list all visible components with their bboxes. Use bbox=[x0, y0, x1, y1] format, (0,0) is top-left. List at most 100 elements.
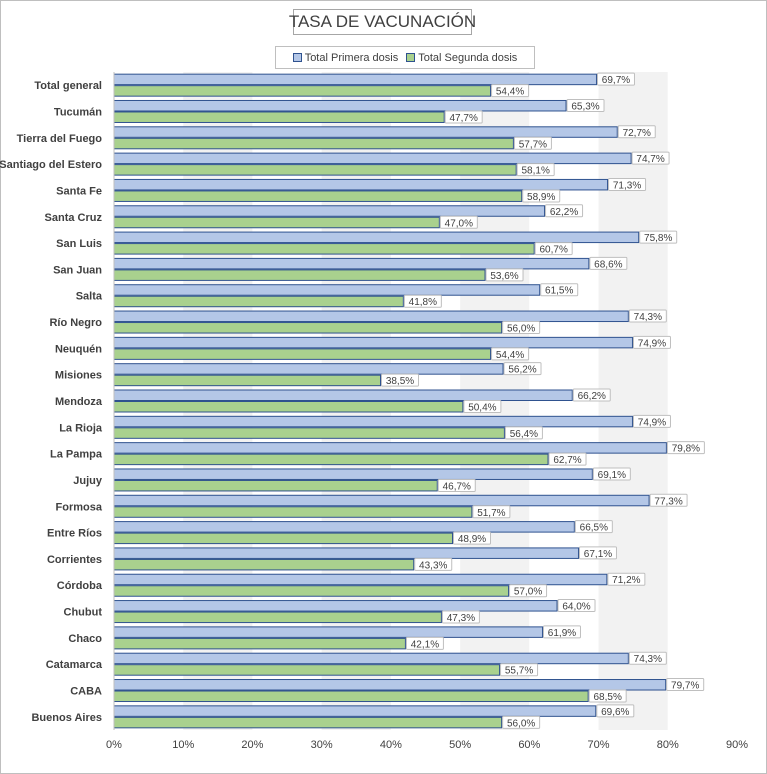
x-tick-label: 60% bbox=[518, 739, 540, 751]
data-label-box bbox=[617, 125, 656, 139]
data-label-segunda: 58,9% bbox=[527, 192, 555, 203]
data-label-box bbox=[596, 72, 635, 86]
category-label: San Luis bbox=[56, 238, 102, 250]
data-label-box bbox=[574, 520, 613, 534]
data-label-box bbox=[485, 268, 524, 282]
data-label-segunda: 57,7% bbox=[519, 139, 547, 150]
data-label-box bbox=[631, 151, 670, 165]
category-label: Entre Ríos bbox=[47, 528, 102, 540]
data-label-primera: 64,0% bbox=[562, 602, 590, 613]
category-label: La Pampa bbox=[50, 449, 103, 461]
data-label-box bbox=[542, 625, 581, 639]
category-label: Neuquén bbox=[55, 343, 102, 355]
data-label-box bbox=[540, 283, 579, 297]
bar-segunda-dosis bbox=[113, 637, 406, 650]
bar-segunda-dosis bbox=[113, 558, 415, 571]
data-label-box bbox=[403, 294, 442, 308]
bar-primera-dosis bbox=[113, 547, 579, 559]
data-label-box bbox=[439, 215, 478, 229]
data-label-primera: 69,1% bbox=[598, 470, 626, 481]
bar-segunda-dosis bbox=[113, 716, 503, 729]
x-tick-label: 30% bbox=[311, 739, 333, 751]
bar-segunda-dosis bbox=[113, 137, 514, 150]
x-tick-label: 80% bbox=[657, 739, 679, 751]
bar-segunda-dosis bbox=[113, 348, 492, 360]
bar-segunda-dosis bbox=[113, 111, 445, 123]
category-label: Santiago del Estero bbox=[0, 159, 102, 171]
data-label-segunda: 56,0% bbox=[507, 718, 535, 729]
data-label-primera: 71,2% bbox=[612, 575, 640, 586]
bar-primera-dosis bbox=[113, 652, 629, 665]
bar-primera-dosis bbox=[113, 679, 667, 691]
data-label-box bbox=[666, 441, 705, 455]
category-label: Jujuy bbox=[73, 475, 103, 487]
bar-primera-dosis bbox=[113, 205, 546, 217]
data-label-primera: 61,5% bbox=[545, 286, 573, 297]
x-tick-label: 0% bbox=[106, 739, 122, 751]
data-label-box bbox=[628, 309, 667, 323]
data-label-box bbox=[463, 400, 502, 413]
bar-segunda-dosis bbox=[113, 216, 440, 229]
bar-primera-dosis bbox=[113, 389, 573, 401]
data-label-primera: 69,7% bbox=[602, 75, 630, 86]
data-label-segunda: 57,0% bbox=[514, 587, 542, 598]
category-label: Río Negro bbox=[49, 317, 102, 329]
data-label-segunda: 55,7% bbox=[505, 666, 533, 677]
data-label-primera: 79,8% bbox=[672, 444, 700, 455]
bar-segunda-dosis bbox=[113, 532, 453, 545]
data-label-box bbox=[381, 373, 420, 387]
bar-segunda-dosis bbox=[113, 664, 501, 676]
bar-primera-dosis bbox=[113, 521, 575, 533]
category-label: Tucumán bbox=[54, 106, 102, 118]
data-label-segunda: 47,7% bbox=[450, 113, 478, 124]
category-label: Santa Fe bbox=[56, 185, 102, 197]
bar-primera-dosis bbox=[113, 494, 650, 507]
data-label-box bbox=[639, 230, 678, 244]
legend-swatch-primera bbox=[292, 53, 302, 62]
bar-primera-dosis bbox=[113, 126, 618, 138]
x-tick-label: 40% bbox=[380, 739, 402, 751]
data-label-box bbox=[441, 610, 480, 624]
data-label-box bbox=[513, 136, 552, 150]
data-label-box bbox=[452, 531, 491, 545]
data-label-primera: 66,2% bbox=[578, 391, 606, 402]
chart-title: TASA DE VACUNACIÓN bbox=[289, 9, 476, 35]
legend-label-primera: Total Primera dosis bbox=[304, 51, 399, 64]
data-label-primera: 77,3% bbox=[654, 496, 682, 507]
data-label-primera: 74,9% bbox=[638, 338, 666, 349]
bar-segunda-dosis bbox=[113, 690, 589, 703]
bar-segunda-dosis bbox=[113, 611, 442, 624]
data-label-segunda: 48,9% bbox=[458, 534, 486, 545]
data-label-segunda: 58,1% bbox=[522, 166, 550, 177]
data-label-primera: 74,3% bbox=[634, 312, 662, 323]
data-label-segunda: 47,0% bbox=[445, 218, 473, 229]
data-label-box bbox=[405, 636, 444, 650]
data-label-segunda: 60,7% bbox=[539, 245, 567, 256]
category-label: CABA bbox=[70, 686, 102, 698]
bar-segunda-dosis bbox=[113, 585, 510, 597]
data-label-primera: 71,3% bbox=[613, 180, 641, 191]
bar-segunda-dosis bbox=[113, 374, 382, 387]
bar-primera-dosis bbox=[113, 73, 597, 86]
data-label-box bbox=[545, 204, 584, 218]
data-label-primera: 69,6% bbox=[601, 707, 629, 718]
data-label-box bbox=[500, 663, 539, 677]
bar-segunda-dosis bbox=[113, 295, 404, 308]
data-label-segunda: 43,3% bbox=[419, 560, 447, 571]
data-label-primera: 79,7% bbox=[671, 681, 699, 692]
bar-segunda-dosis bbox=[113, 427, 505, 439]
data-label-box bbox=[491, 347, 530, 361]
bar-primera-dosis bbox=[113, 573, 608, 586]
data-label-segunda: 51,7% bbox=[477, 508, 505, 519]
data-label-primera: 67,1% bbox=[584, 549, 612, 560]
data-label-segunda: 46,7% bbox=[443, 481, 471, 492]
category-label: San Juan bbox=[53, 264, 102, 276]
category-label: Buenos Aires bbox=[31, 712, 102, 724]
data-label-primera: 62,2% bbox=[550, 207, 578, 218]
category-label: Chaco bbox=[68, 633, 102, 645]
data-label-box bbox=[437, 478, 476, 492]
data-label-box bbox=[607, 572, 646, 586]
bar-primera-dosis bbox=[113, 600, 558, 612]
data-label-box bbox=[444, 110, 483, 124]
